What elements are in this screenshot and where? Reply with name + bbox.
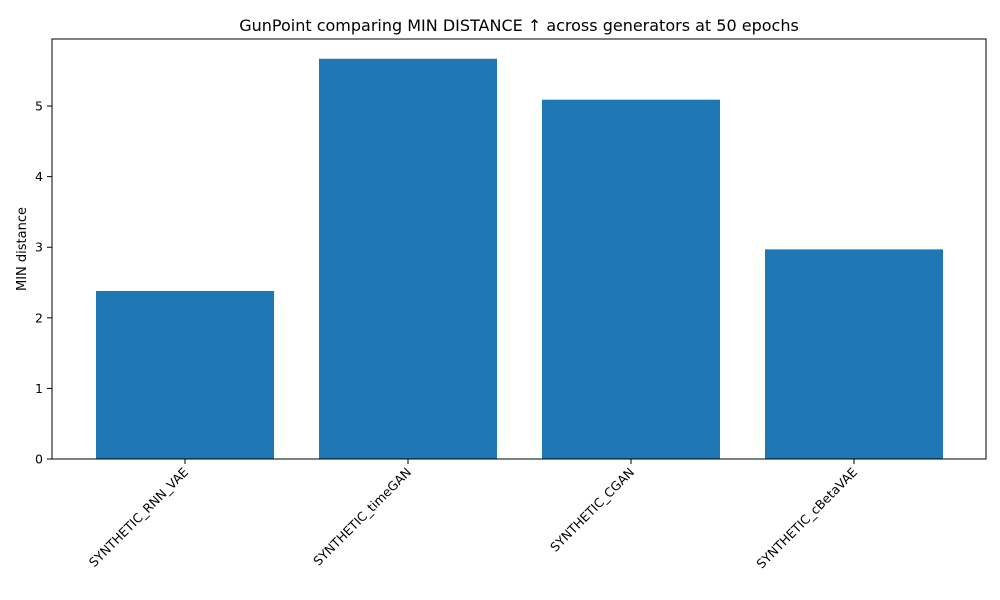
- bar-synthetic-timegan: [319, 58, 497, 459]
- plot-frame: [51, 38, 987, 460]
- y-tick-label: 4: [35, 169, 43, 184]
- bar-synthetic-cgan: [542, 99, 720, 460]
- chart-title: GunPoint comparing MIN DISTANCE ↑ across…: [239, 16, 799, 35]
- y-tick-label: 1: [35, 381, 43, 396]
- bar-synthetic-rnn-vae: [96, 291, 274, 459]
- x-tick-label: SYNTHETIC_timeGAN: [310, 465, 414, 569]
- x-tick-label: SYNTHETIC_CGAN: [547, 465, 637, 555]
- y-tick-label: 2: [35, 310, 43, 325]
- y-tick-label: 5: [35, 99, 43, 114]
- bar-synthetic-cbetavae: [765, 249, 943, 459]
- x-tick-label: SYNTHETIC_RNN_VAE: [86, 464, 191, 569]
- y-axis-label: MIN distance: [15, 207, 30, 291]
- x-tick-label: SYNTHETIC_cBetaVAE: [753, 464, 860, 571]
- y-axis-ticks: 0 1 2 3 4 5: [35, 99, 52, 467]
- y-tick-label: 3: [35, 240, 43, 255]
- y-tick-label: 0: [35, 452, 43, 467]
- x-axis-ticks: SYNTHETIC_RNN_VAE SYNTHETIC_timeGAN SYNTHE…: [86, 459, 860, 571]
- bars-layer: [96, 58, 943, 460]
